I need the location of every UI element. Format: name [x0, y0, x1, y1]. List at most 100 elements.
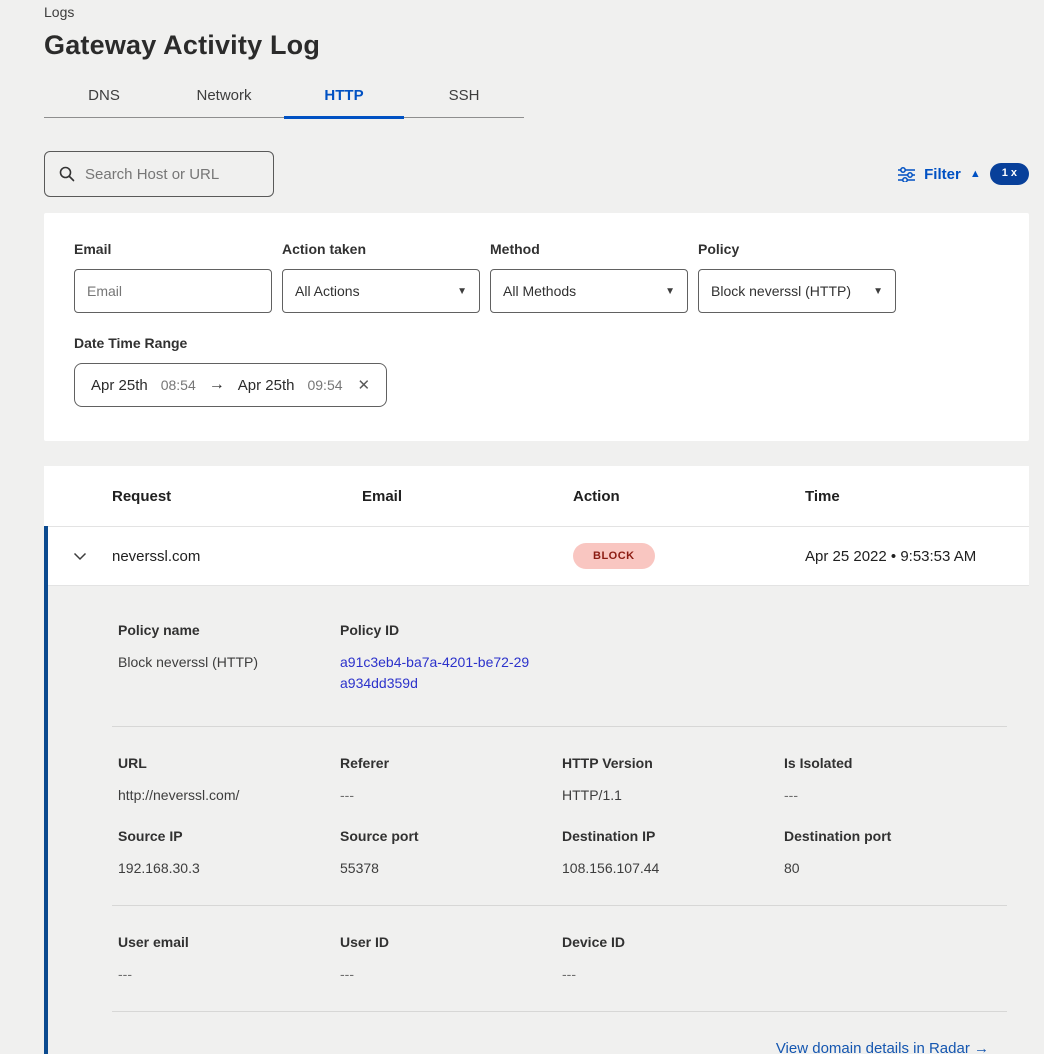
- collapse-caret-icon: ▲: [969, 167, 981, 180]
- destination-ip-label: Destination IP: [562, 828, 656, 844]
- destination-port-label: Destination port: [784, 828, 892, 844]
- filter-toggle[interactable]: Filter ▲ 1 x: [898, 163, 1029, 185]
- daterange-label: Date Time Range: [74, 335, 188, 351]
- toolbar: Filter ▲ 1 x: [44, 151, 1029, 197]
- filter-panel: Email Action taken All Actions ▼ Method …: [44, 213, 1029, 441]
- device-id-field: Device ID ---: [562, 934, 784, 985]
- policy-id-field: Policy ID a91c3eb4-ba7a-4201-be72-29a934…: [340, 622, 562, 694]
- policy-section: Policy name Block neverssl (HTTP) Policy…: [118, 586, 1007, 726]
- policy-filter-label: Policy: [698, 241, 740, 257]
- daterange-picker[interactable]: Apr 25th 08:54 → Apr 25th 09:54 ✕: [74, 363, 388, 407]
- section-divider: [112, 905, 1007, 906]
- filter-count-badge[interactable]: 1 x: [989, 163, 1029, 185]
- action-select-value: All Actions: [295, 283, 360, 299]
- column-header-action: Action: [573, 487, 620, 505]
- daterange-start-time[interactable]: 08:54: [160, 377, 196, 393]
- is-isolated-value: ---: [784, 787, 798, 803]
- clear-daterange-icon[interactable]: ✕: [357, 377, 371, 394]
- table-row[interactable]: neverssl.com BLOCK Apr 25 2022 • 9:53:53…: [48, 526, 1029, 586]
- destination-port-value: 80: [784, 860, 800, 876]
- daterange-end-time[interactable]: 09:54: [307, 377, 343, 393]
- tab-bar: DNS Network HTTP SSH: [44, 77, 524, 119]
- user-email-label: User email: [118, 934, 189, 950]
- email-filter-input[interactable]: [87, 283, 259, 299]
- search-box: [44, 151, 274, 197]
- policy-name-label: Policy name: [118, 622, 200, 638]
- activity-log-table: Request Email Action Time neverssl.com B…: [44, 466, 1029, 1054]
- chevron-down-icon: ▼: [665, 285, 675, 297]
- user-email-field: User email ---: [118, 934, 340, 985]
- arrow-right-icon: →: [208, 376, 225, 393]
- destination-ip-field: Destination IP 108.156.107.44: [562, 828, 784, 879]
- column-header-email: Email: [362, 487, 403, 505]
- filter-label: Filter: [924, 165, 961, 183]
- policy-select[interactable]: Block neverssl (HTTP) ▼: [698, 269, 896, 313]
- source-ip-label: Source IP: [118, 828, 183, 844]
- source-port-label: Source port: [340, 828, 419, 844]
- user-email-value: ---: [118, 966, 132, 982]
- source-ip-field: Source IP 192.168.30.3: [118, 828, 340, 879]
- daterange-start-date[interactable]: Apr 25th: [91, 376, 148, 394]
- action-select[interactable]: All Actions ▼: [282, 269, 480, 313]
- page-title: Gateway Activity Log: [44, 30, 321, 60]
- breadcrumb[interactable]: Logs: [44, 4, 75, 20]
- url-field: URL http://neverssl.com/: [118, 755, 340, 806]
- filter-field-email: Email: [74, 241, 272, 313]
- policy-name-field: Policy name Block neverssl (HTTP): [118, 622, 340, 694]
- chevron-down-icon: ▼: [873, 285, 883, 297]
- user-id-field: User ID ---: [340, 934, 562, 985]
- filter-field-policy: Policy Block neverssl (HTTP) ▼: [698, 241, 896, 313]
- filter-field-method: Method All Methods ▼: [490, 241, 688, 313]
- source-ip-value: 192.168.30.3: [118, 860, 200, 876]
- http-version-field: HTTP Version HTTP/1.1: [562, 755, 784, 806]
- section-divider: [112, 726, 1007, 727]
- user-id-value: ---: [340, 966, 354, 982]
- method-filter-label: Method: [490, 241, 540, 257]
- http-section: URL http://neverssl.com/ Referer --- HTT…: [118, 727, 1007, 905]
- device-id-label: Device ID: [562, 934, 626, 950]
- tab-dns[interactable]: DNS: [88, 87, 120, 104]
- user-section: User email --- User ID --- Device ID ---: [118, 906, 1007, 1011]
- view-domain-in-radar-link[interactable]: View domain details in Radar →: [775, 1040, 989, 1054]
- referer-field: Referer ---: [340, 755, 562, 806]
- column-header-time: Time: [805, 487, 840, 505]
- email-filter-label: Email: [74, 241, 112, 257]
- chevron-down-icon[interactable]: [48, 552, 112, 561]
- url-label: URL: [118, 755, 147, 771]
- search-icon: [59, 166, 75, 182]
- method-select[interactable]: All Methods ▼: [490, 269, 688, 313]
- tab-ssh[interactable]: SSH: [448, 87, 480, 104]
- source-port-value: 55378: [340, 860, 379, 876]
- http-version-value: HTTP/1.1: [562, 787, 622, 803]
- device-id-value: ---: [562, 966, 576, 982]
- column-header-request: Request: [112, 487, 172, 505]
- referer-value: ---: [340, 787, 354, 803]
- policy-select-value: Block neverssl (HTTP): [711, 283, 852, 299]
- destination-port-field: Destination port 80: [784, 828, 1006, 879]
- section-divider: [112, 1011, 1007, 1012]
- destination-ip-value: 108.156.107.44: [562, 860, 660, 876]
- filter-sliders-icon: [898, 166, 916, 182]
- tab-network[interactable]: Network: [196, 87, 252, 104]
- http-version-label: HTTP Version: [562, 755, 653, 771]
- request-cell: neverssl.com: [112, 547, 201, 565]
- block-status-badge: BLOCK: [573, 542, 655, 570]
- action-cell: BLOCK: [573, 542, 805, 570]
- search-input[interactable]: [85, 165, 259, 183]
- policy-id-label: Policy ID: [340, 622, 400, 638]
- filter-field-action: Action taken All Actions ▼: [282, 241, 480, 313]
- daterange-end-date[interactable]: Apr 25th: [237, 376, 295, 394]
- tab-http[interactable]: HTTP: [284, 77, 404, 119]
- action-filter-label: Action taken: [282, 241, 367, 257]
- radar-link-row: View domain details in Radar →: [118, 1012, 1007, 1054]
- user-id-label: User ID: [340, 934, 390, 950]
- chevron-down-icon: ▼: [457, 285, 467, 297]
- time-cell: Apr 25 2022 • 9:53:53 AM: [805, 547, 977, 565]
- source-port-field: Source port 55378: [340, 828, 562, 879]
- url-value: http://neverssl.com/: [118, 787, 240, 803]
- expanded-row-group: neverssl.com BLOCK Apr 25 2022 • 9:53:53…: [44, 526, 1029, 1054]
- request-details-panel: Policy name Block neverssl (HTTP) Policy…: [48, 586, 1029, 1054]
- referer-label: Referer: [340, 755, 390, 771]
- policy-id-link[interactable]: a91c3eb4-ba7a-4201-be72-29a934dd359d: [340, 654, 530, 691]
